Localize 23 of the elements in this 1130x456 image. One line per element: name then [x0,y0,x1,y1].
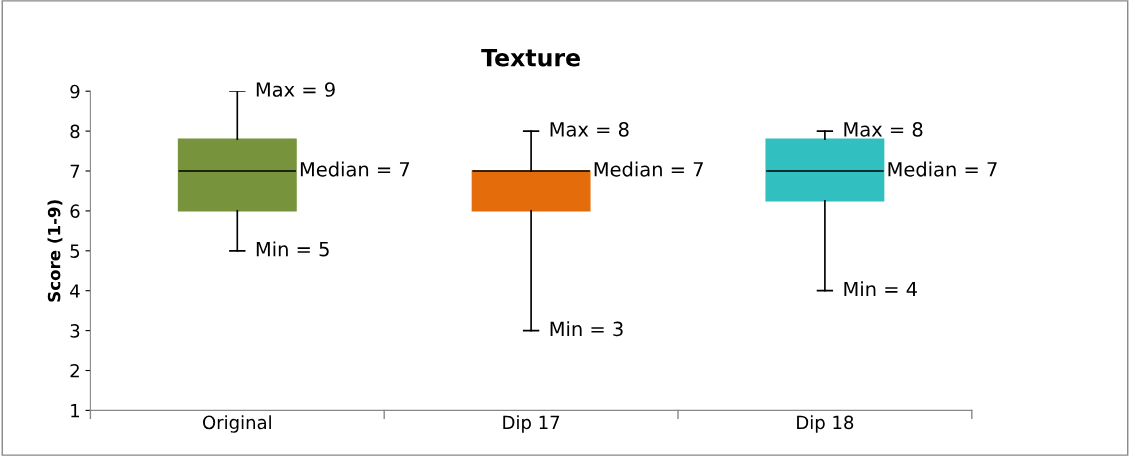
y-tick-label: 6 [70,204,80,219]
chart-title: Texture [481,48,580,67]
annotation: Min = 4 [844,281,917,297]
annotation: Min = 3 [550,321,623,337]
y-tick-label: 3 [70,324,80,338]
annotation: Max = 8 [550,122,629,137]
x-tick-label: Dip 17 [503,415,560,433]
annotation: Median = 7 [594,161,703,177]
x-tick-label: Dip 18 [797,415,854,433]
annotation: Median = 7 [300,161,410,177]
x-tick-label: Original [202,415,271,433]
annotation: Min = 5 [256,241,329,257]
annotation: Max = 8 [844,122,923,137]
y-tick-label: 5 [70,244,80,258]
y-tick-label: 7 [70,164,80,178]
annotation: Max = 9 [256,82,335,97]
y-tick-label: 4 [70,284,80,298]
y-tick-label: 9 [70,84,80,99]
y-tick-label: 8 [70,124,80,139]
y-axis-title: Score (1-9) [47,200,63,302]
annotation: Median = 7 [888,161,997,177]
y-tick-label: 2 [70,363,79,378]
y-tick-label: 1 [71,404,80,418]
